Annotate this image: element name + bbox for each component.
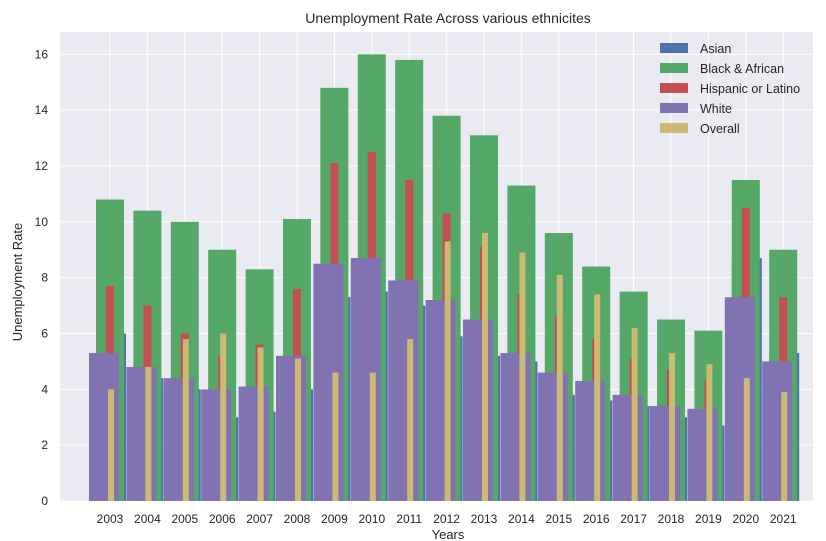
legend-swatch <box>660 63 688 73</box>
x-tick-label: 2003 <box>97 512 124 526</box>
chart-title: Unemployment Rate Across various ethnici… <box>305 10 591 26</box>
bar-white-2005 <box>163 378 194 501</box>
y-tick-label: 16 <box>35 47 49 61</box>
bar-overall-2007 <box>257 347 264 501</box>
legend-item-hispanic-or-latino: Hispanic or Latino <box>660 82 800 96</box>
bar-overall-2017 <box>631 327 638 501</box>
bar-white-2006 <box>201 389 232 501</box>
bar-white-2012 <box>425 300 456 501</box>
x-tick-label: 2016 <box>583 512 610 526</box>
bar-overall-2008 <box>295 358 301 501</box>
bar-white-2003 <box>89 353 119 501</box>
y-tick-label: 4 <box>41 382 48 396</box>
legend-item-overall: Overall <box>660 122 740 136</box>
bar-overall-2018 <box>669 353 675 501</box>
legend-swatch <box>660 103 688 113</box>
bar-overall-2004 <box>145 367 152 501</box>
bar-white-2013 <box>463 319 493 501</box>
bar-white-2019 <box>687 408 718 501</box>
bar-white-2018 <box>650 406 680 501</box>
x-tick-label: 2007 <box>246 512 273 526</box>
legend-item-asian: Asian <box>660 42 731 56</box>
bar-white-2020 <box>724 297 755 501</box>
y-tick-label: 8 <box>41 271 48 285</box>
x-tick-label: 2004 <box>134 512 161 526</box>
bar-overall-2003 <box>108 389 114 501</box>
y-axis-ticks: 0 2 4 6 8 10 12 14 16 <box>35 47 49 508</box>
y-tick-label: 12 <box>35 159 49 173</box>
x-tick-label: 2021 <box>770 512 797 526</box>
legend-swatch <box>660 123 688 133</box>
bar-white-2021 <box>762 361 793 501</box>
legend: Asian Black & African Hispanic or Latino Wh… <box>660 42 800 136</box>
bar-white-2010 <box>350 258 381 501</box>
x-tick-label: 2012 <box>433 512 460 526</box>
y-tick-label: 0 <box>41 494 48 508</box>
bar-overall-2020 <box>743 378 750 501</box>
x-tick-label: 2006 <box>209 512 236 526</box>
bar-white-2009 <box>313 263 344 501</box>
y-tick-label: 10 <box>35 215 49 229</box>
x-tick-label: 2008 <box>284 512 311 526</box>
y-tick-label: 2 <box>41 438 48 452</box>
x-axis-ticks: 2003 2004 2005 2006 2007 2008 2009 2010 2011 2012… <box>97 512 797 526</box>
bar-white-2008 <box>276 355 306 501</box>
bar-white-2017 <box>612 394 643 501</box>
bar-white-2015 <box>537 372 568 501</box>
bar-white-2016 <box>575 380 606 501</box>
x-tick-label: 2010 <box>358 512 385 526</box>
x-tick-label: 2017 <box>620 512 647 526</box>
x-tick-label: 2019 <box>695 512 722 526</box>
x-tick-label: 2018 <box>658 512 685 526</box>
bar-overall-2014 <box>519 252 526 501</box>
bar-overall-2015 <box>556 274 563 501</box>
bars <box>89 54 800 502</box>
y-tick-label: 14 <box>35 103 49 117</box>
x-tick-label: 2011 <box>396 512 422 526</box>
x-tick-label: 2015 <box>545 512 572 526</box>
legend-label: Overall <box>700 122 740 136</box>
x-axis-label: Years <box>432 527 465 541</box>
y-tick-label: 6 <box>41 327 48 341</box>
bar-overall-2019 <box>706 364 713 501</box>
bar-overall-2011 <box>407 339 414 501</box>
bar-overall-2016 <box>594 294 601 501</box>
bar-white-2014 <box>500 353 531 501</box>
bar-white-2007 <box>238 386 269 501</box>
legend-item-black-african: Black & African <box>660 62 784 76</box>
legend-swatch <box>660 83 688 93</box>
bar-overall-2013 <box>482 233 488 501</box>
bar-overall-2012 <box>444 241 451 501</box>
x-tick-label: 2013 <box>471 512 498 526</box>
x-tick-label: 2020 <box>732 512 759 526</box>
legend-item-white: White <box>660 102 732 116</box>
legend-label: Hispanic or Latino <box>700 82 800 96</box>
bar-white-2004 <box>126 367 157 501</box>
legend-label: Black & African <box>700 62 784 76</box>
x-tick-label: 2014 <box>508 512 535 526</box>
y-axis-label: Unemployment Rate <box>10 223 25 342</box>
bar-overall-2005 <box>182 339 189 501</box>
bar-overall-2010 <box>369 372 376 501</box>
bar-overall-2021 <box>781 392 788 501</box>
x-tick-label: 2009 <box>321 512 348 526</box>
legend-swatch <box>660 43 688 53</box>
bar-overall-2006 <box>220 333 227 501</box>
bar-overall-2009 <box>332 372 339 501</box>
bar-white-2011 <box>388 280 419 501</box>
legend-label: White <box>700 102 732 116</box>
legend-label: Asian <box>700 42 731 56</box>
x-tick-label: 2005 <box>171 512 198 526</box>
